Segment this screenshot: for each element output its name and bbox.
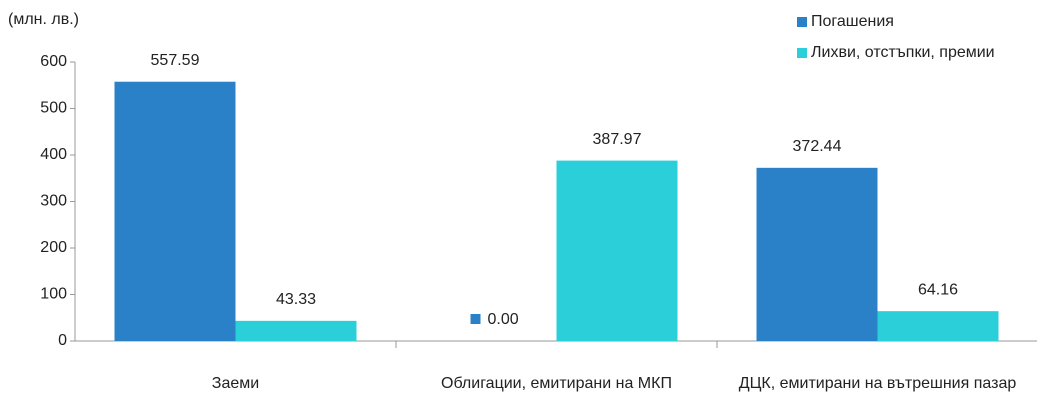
y-tick-label: 0 (58, 332, 67, 349)
legend-label: Погашения (811, 13, 894, 30)
data-label: 43.33 (276, 291, 316, 308)
label-key (470, 314, 481, 324)
data-label: 387.97 (593, 131, 642, 148)
x-tick-label: Заеми (211, 375, 260, 392)
bar (877, 311, 999, 341)
y-tick-label: 300 (40, 193, 67, 210)
y-tick-label: 400 (40, 146, 67, 163)
x-tick-label: Облигации, емитирани на МКП (441, 375, 672, 392)
y-axis-label: (млн. лв.) (8, 11, 79, 28)
y-tick-label: 200 (40, 239, 67, 256)
data-label: 372.44 (793, 138, 842, 155)
legend-swatch (797, 17, 807, 27)
y-tick-label: 500 (40, 100, 67, 117)
data-label: 64.16 (918, 281, 958, 298)
legend-label: Лихви, отстъпки, премии (811, 44, 995, 61)
x-tick-label: ДЦК, емитирани на вътрешния пазар (738, 375, 1017, 392)
bar (556, 160, 678, 341)
y-tick-label: 600 (40, 53, 67, 70)
data-label: 557.59 (151, 52, 200, 69)
data-label: 0.00 (488, 311, 519, 328)
y-tick-label: 100 (40, 286, 67, 303)
bar (235, 320, 357, 341)
legend-swatch (797, 48, 807, 58)
bar (756, 167, 878, 341)
bar (114, 81, 236, 342)
